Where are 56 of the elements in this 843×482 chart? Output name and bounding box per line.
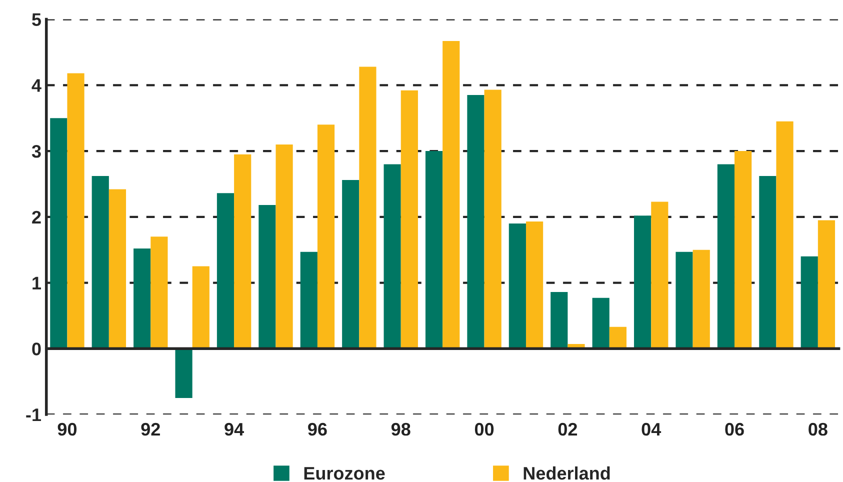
bar (609, 326, 626, 349)
bar (508, 223, 526, 349)
bar (342, 180, 360, 349)
x-tick-label: 98 (391, 422, 410, 436)
bar (634, 216, 652, 349)
x-tick-label: 96 (308, 422, 327, 436)
bar (425, 151, 443, 349)
x-tick-label: 00 (474, 422, 494, 436)
bar (400, 90, 418, 349)
bar (300, 252, 318, 349)
bar (676, 252, 693, 349)
bar (484, 90, 502, 349)
legend-label: Eurozone (304, 467, 385, 480)
bar (175, 348, 192, 398)
x-tick-label: 02 (558, 422, 578, 436)
y-tick-label: -1 (26, 408, 41, 422)
x-tick-label: 90 (58, 422, 77, 436)
bar (150, 236, 168, 349)
bar (734, 151, 752, 349)
bar (384, 164, 401, 349)
bar (317, 124, 335, 349)
bar (818, 220, 836, 349)
bar (592, 298, 610, 349)
y-tick-label: 5 (32, 13, 41, 26)
bar (50, 118, 68, 349)
x-tick-label: 08 (808, 422, 828, 436)
x-tick-label: 04 (642, 422, 662, 436)
bar (717, 164, 735, 349)
bar (651, 202, 668, 349)
bar (192, 266, 210, 349)
bar (526, 222, 544, 349)
y-tick-label: 3 (32, 144, 41, 158)
bar (550, 292, 568, 349)
bar (359, 66, 376, 349)
bar (108, 189, 126, 349)
bar (134, 248, 151, 349)
bar (776, 121, 794, 349)
x-tick-label: 94 (224, 422, 244, 436)
bar (800, 256, 818, 349)
bar (759, 176, 776, 349)
bar (276, 144, 293, 349)
y-tick-label: 1 (32, 276, 41, 290)
legend-label: Nederland (524, 466, 610, 480)
bar (234, 154, 252, 349)
bar (467, 95, 484, 349)
x-tick-label: 06 (725, 422, 744, 436)
bar (442, 41, 460, 349)
y-tick-label: 4 (32, 79, 42, 92)
bar (92, 176, 109, 349)
bar (258, 205, 276, 349)
bar (67, 73, 84, 349)
bar (692, 250, 710, 349)
bar (216, 193, 234, 349)
y-tick-label: 0 (32, 342, 41, 356)
y-tick-label: 2 (32, 210, 41, 224)
x-tick-label: 92 (141, 422, 160, 436)
